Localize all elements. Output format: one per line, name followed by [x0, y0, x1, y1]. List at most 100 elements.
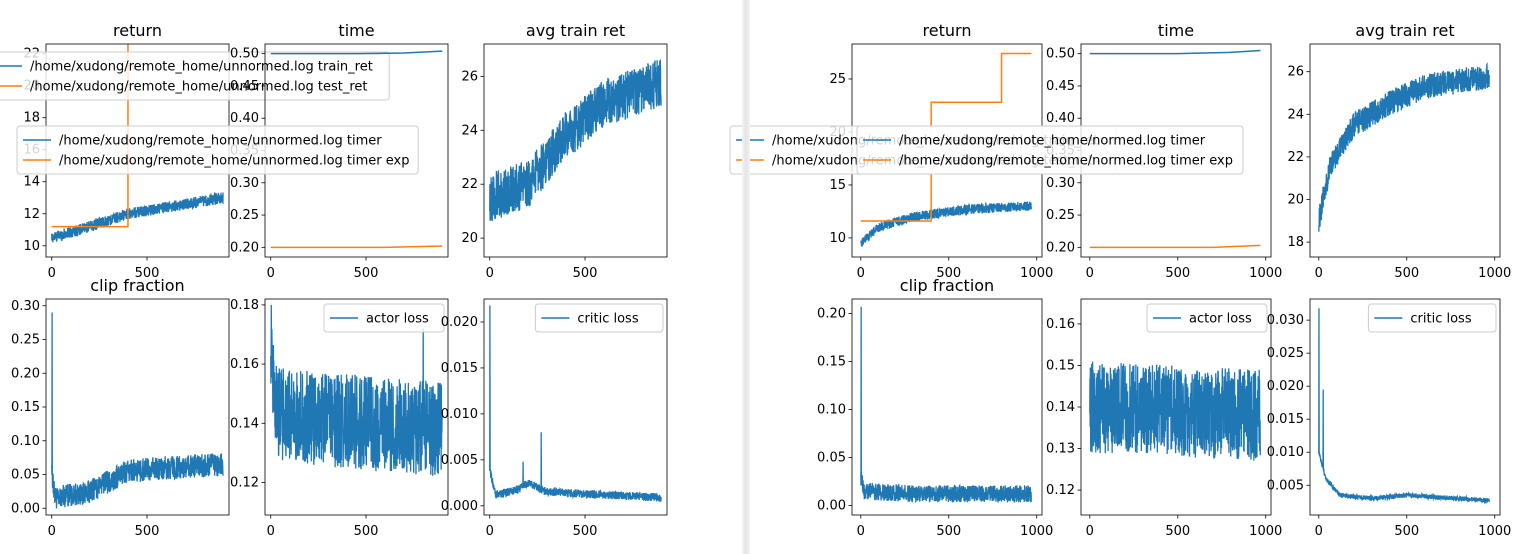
y-tick-label: 0.010	[441, 407, 478, 422]
y-tick-label: 10	[23, 239, 40, 254]
legend: actor loss	[323, 303, 445, 333]
legend-box	[534, 303, 664, 333]
y-tick-label: 0.10	[817, 402, 846, 417]
series-line-blue	[1318, 308, 1490, 505]
y-tick-label: 0.05	[817, 450, 846, 465]
subplot-right-avg: 18 20 22 24 26 0 500 1000 avg train ret	[1287, 21, 1511, 281]
legend-label: actor loss	[366, 312, 429, 327]
x-tick-label: 0	[1315, 266, 1323, 281]
y-tick-label: 0.25	[11, 333, 40, 348]
series-line-blue	[270, 50, 443, 55]
panel-divider	[742, 0, 750, 554]
y-tick-label: 26	[1287, 65, 1304, 80]
y-tick-label: 0.25	[1046, 208, 1075, 223]
legend-box	[1146, 303, 1268, 333]
series-line-blue	[51, 312, 224, 509]
y-tick-label: 0.010	[1267, 445, 1304, 460]
subplot-title: avg train ret	[526, 21, 625, 40]
subplot-right-actor: 0.12 0.13 0.14 0.15 0.16 0 500 1000	[1046, 298, 1282, 539]
y-tick-label: 18	[23, 111, 40, 126]
y-tick-label: 24	[461, 123, 478, 138]
series-line-blue	[51, 191, 224, 243]
y-tick-label: 0.005	[441, 453, 478, 468]
legend-box	[856, 125, 1244, 175]
y-tick-label: 0.20	[230, 240, 259, 255]
subplot-left-clip: 0.00 0.05 0.10 0.15 0.20 0.25 0.30 0 500 clip fra…	[11, 276, 230, 539]
y-tick-label: 0.50	[230, 47, 259, 62]
x-tick-label: 500	[936, 266, 961, 281]
x-tick-label: 500	[573, 266, 598, 281]
y-tick-label: 0.015	[1267, 412, 1304, 427]
subplot-right-clip: 0.00 0.05 0.10 0.15 0.20 0 500 1000 clip fractio…	[817, 276, 1053, 539]
y-tick-label: 0.025	[1267, 346, 1304, 361]
series-line-orange	[860, 52, 1032, 222]
y-tick-label: 0.10	[11, 434, 40, 449]
axes-frame	[483, 298, 668, 516]
legend-label: /home/xudong/remote_home/unnormed.log ti…	[59, 154, 409, 169]
x-tick-label: 0	[1086, 524, 1094, 539]
y-tick-label: 0.015	[441, 361, 478, 376]
y-tick-label: 0.40	[1046, 111, 1075, 126]
legend-label: /home/xudong/remote_home/unnormed.log te…	[30, 80, 368, 95]
y-tick-label: 15	[829, 178, 846, 193]
legend: /home/xudong/remote_home/unnormed.log tr…	[0, 51, 390, 101]
series-line-blue	[489, 305, 662, 503]
y-tick-label: 18	[1287, 235, 1304, 250]
x-tick-label: 1000	[1478, 266, 1511, 281]
series-line-blue	[860, 306, 1032, 504]
y-tick-label: 0.30	[230, 176, 259, 191]
x-tick-label: 1000	[1020, 524, 1053, 539]
y-tick-label: 0.030	[1267, 313, 1304, 328]
y-tick-label: 0.15	[11, 400, 40, 415]
y-tick-label: 0.15	[1046, 358, 1075, 373]
x-tick-label: 500	[354, 524, 379, 539]
y-tick-label: 0.16	[1046, 317, 1075, 332]
legend-label: /home/xudong/remote_home/normed.log time…	[899, 134, 1206, 149]
axes-frame	[264, 298, 449, 516]
subplot-title: return	[113, 21, 162, 40]
series-line-blue	[860, 201, 1032, 247]
x-tick-label: 1000	[1020, 266, 1053, 281]
legend: /home/xudong/remote_home/unnormed.log ti…	[16, 125, 419, 175]
subplot-title: avg train ret	[1355, 21, 1454, 40]
y-tick-label: 0.13	[1046, 442, 1075, 457]
series-line-blue	[489, 59, 662, 222]
x-tick-label: 1000	[1249, 266, 1282, 281]
y-tick-label: 0.00	[817, 498, 846, 513]
series-line-blue	[270, 304, 443, 476]
subplot-title: return	[923, 21, 972, 40]
legend-label: /home/xudong/remote_home/unnormed.log ti…	[59, 134, 382, 149]
y-tick-label: 0.12	[1046, 483, 1075, 498]
legend-box	[1367, 303, 1497, 333]
y-tick-label: 20	[1287, 192, 1304, 207]
y-tick-label: 0.30	[11, 299, 40, 314]
y-tick-label: 0.40	[230, 111, 259, 126]
y-tick-label: 0.00	[11, 501, 40, 516]
y-tick-label: 25	[829, 72, 846, 87]
y-tick-label: 26	[461, 69, 478, 84]
subplot-right-critic: 0.005 0.010 0.015 0.020 0.025 0.030 0 500 1000	[1267, 298, 1511, 539]
y-tick-label: 0.30	[1046, 176, 1075, 191]
x-tick-label: 0	[48, 524, 56, 539]
y-tick-label: 0.20	[817, 306, 846, 321]
y-tick-label: 14	[23, 175, 40, 190]
y-tick-label: 0.05	[11, 468, 40, 483]
subplot-title: clip fraction	[900, 276, 994, 295]
series-line-blue	[1318, 62, 1490, 232]
y-tick-label: 0.50	[1046, 47, 1075, 62]
subplot-title: time	[1158, 21, 1194, 40]
x-tick-label: 500	[1165, 266, 1190, 281]
legend: actor loss	[1146, 303, 1268, 333]
x-tick-label: 0	[1086, 266, 1094, 281]
legend: critic loss	[534, 303, 664, 333]
axes-frame	[483, 43, 668, 258]
legend-label: /home/xudong/remote_home/normed.log time…	[899, 154, 1233, 169]
legend-box	[16, 125, 419, 175]
x-tick-label: 500	[1394, 524, 1419, 539]
legend-label: /home/xudong/remote_home/unnormed.log tr…	[30, 60, 373, 75]
y-tick-label: 0.020	[441, 315, 478, 330]
axes-frame	[45, 298, 230, 516]
x-tick-label: 0	[486, 266, 494, 281]
y-tick-label: 0.16	[230, 357, 259, 372]
